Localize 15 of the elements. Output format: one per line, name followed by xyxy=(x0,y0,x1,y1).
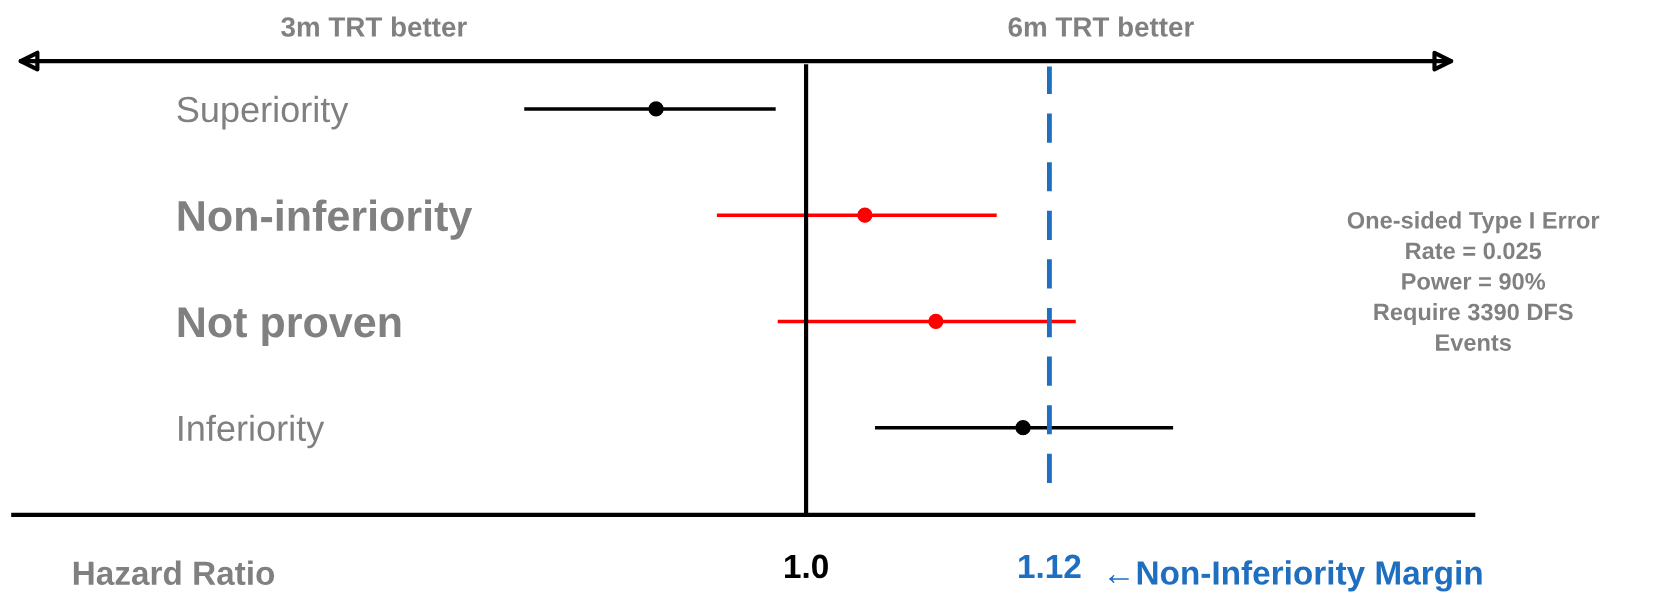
point xyxy=(1015,420,1031,436)
point xyxy=(928,313,944,330)
x-axis-title: Hazard Ratio xyxy=(73,560,275,586)
text: 3m TRT better xyxy=(281,16,467,37)
annotation: One-sided Type I Error Rate = 0.025 Power = 90% Require 3390 DFS Events xyxy=(1347,211,1600,351)
y-tick-label: Not proven xyxy=(178,307,401,346)
x-tick-label: 1.12 xyxy=(1019,554,1081,578)
y-tick-label: Non-inferiority xyxy=(178,199,473,240)
text: 6m TRT better xyxy=(1008,16,1194,37)
y-tick-label: Superiority xyxy=(177,95,349,130)
y-tick-label: Inferiority xyxy=(179,414,325,449)
ref-line-label: ←Non-Inferiority Margin xyxy=(1108,560,1482,592)
x-tick-label: 1.0 xyxy=(785,554,828,579)
point xyxy=(857,207,873,223)
point xyxy=(648,101,664,117)
